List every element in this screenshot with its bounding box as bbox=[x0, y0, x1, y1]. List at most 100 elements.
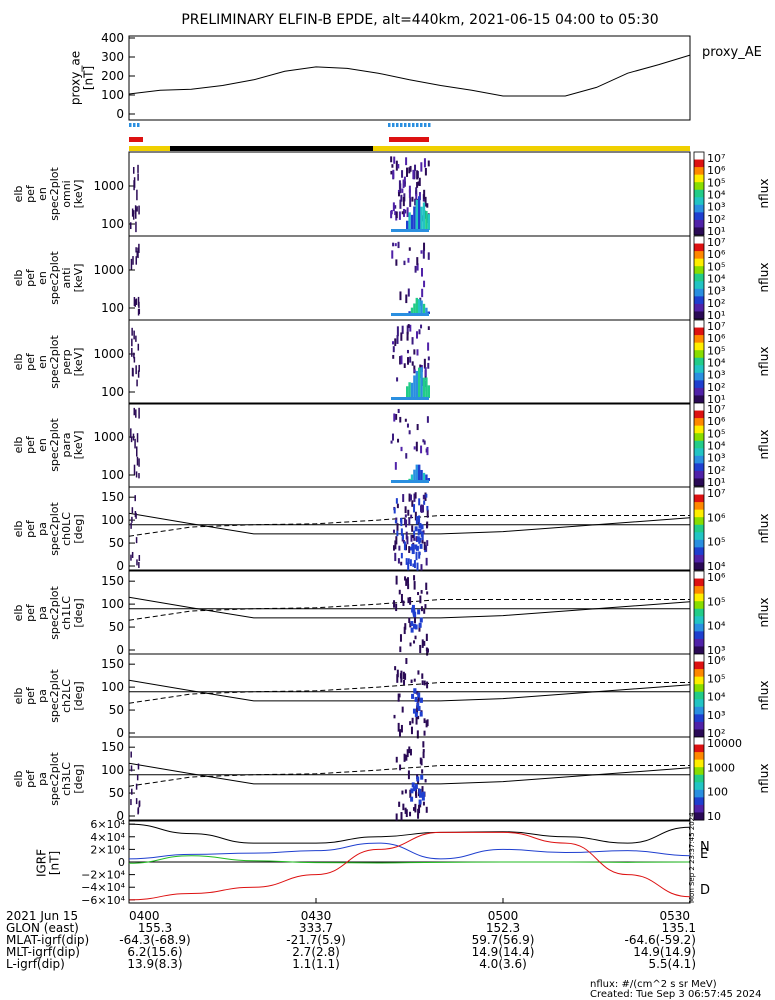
pitch-angle-pixel bbox=[395, 813, 398, 821]
colorbar-segment bbox=[694, 608, 704, 617]
colorbar-segment bbox=[694, 684, 704, 693]
colorbar-tick-label: 10⁶ bbox=[707, 415, 726, 428]
pitch-angle-pixel bbox=[412, 623, 416, 629]
energy-panel-ylabel-line: para bbox=[60, 433, 73, 458]
colorbar-tick-label: 10² bbox=[707, 297, 725, 310]
spectrogram-pixel bbox=[423, 189, 426, 199]
pitch-angle-pixel bbox=[416, 702, 420, 708]
pitch-angle-pixel bbox=[421, 786, 424, 795]
energy-panel-ylabel-line: [keV] bbox=[72, 348, 85, 377]
spectrogram-pixel bbox=[135, 208, 137, 219]
pitch-angle-ylabel-line: pef bbox=[24, 769, 37, 788]
spectrogram-pixel bbox=[136, 446, 138, 457]
colorbar-segment bbox=[694, 311, 704, 320]
pitch-angle-pixel bbox=[420, 531, 424, 537]
pitch-angle-pixel bbox=[414, 784, 418, 790]
colorbar-label: nflux bbox=[757, 514, 771, 544]
pitch-angle-pixel bbox=[411, 544, 415, 550]
pitch-angle-pixel bbox=[420, 606, 423, 612]
spectrogram-pixel bbox=[424, 167, 427, 176]
pitch-angle-ytick-label: 150 bbox=[101, 574, 124, 588]
pitch-angle-pixel bbox=[417, 609, 421, 615]
colorbar-segment bbox=[694, 578, 704, 587]
colorbar-segment bbox=[694, 281, 704, 290]
pitch-angle-pixel bbox=[420, 590, 423, 594]
colorbar-segment bbox=[694, 159, 704, 168]
colorbar-tick-label: 10⁴ bbox=[707, 691, 726, 704]
pitch-angle-ytick-label: 150 bbox=[101, 657, 124, 671]
spectrogram-pixel bbox=[132, 210, 135, 220]
spectrogram-pixel bbox=[138, 243, 140, 253]
spectrogram-pixel bbox=[135, 221, 137, 233]
pitch-angle-pixel bbox=[403, 679, 406, 686]
colorbar-segment bbox=[694, 365, 704, 374]
pitch-angle-pixel bbox=[426, 591, 429, 595]
pitch-angle-pixel bbox=[135, 537, 138, 544]
pitch-angle-pixel bbox=[415, 716, 418, 725]
pitch-angle-pixel bbox=[135, 798, 138, 805]
colorbar-frame bbox=[693, 235, 705, 320]
spectrogram-pixel bbox=[413, 349, 416, 355]
colorbar-tick-label: 10² bbox=[707, 727, 725, 740]
pitch-angle-pixel bbox=[414, 635, 417, 640]
energy-spectrogram-frame bbox=[128, 402, 691, 488]
pitch-angle-ylabel-line: pef bbox=[24, 686, 37, 705]
science-zone-tick bbox=[129, 123, 132, 127]
spectrogram-pixel bbox=[407, 257, 410, 263]
pitch-angle-pixel bbox=[421, 769, 424, 774]
spectrogram-pixel bbox=[406, 349, 409, 354]
pitch-angle-ytick-label: 50 bbox=[109, 703, 124, 717]
proxy-ae-ytick-label: 200 bbox=[101, 69, 124, 83]
spectrogram-pixel bbox=[410, 382, 414, 398]
proxy-ae-ylabel-line: proxy_ae bbox=[69, 51, 83, 105]
spectrogram-pixel bbox=[391, 250, 394, 259]
spectrogram-pixel bbox=[131, 327, 133, 336]
pitch-angle-pixel bbox=[405, 658, 408, 664]
footer-time-label: 0500 bbox=[488, 909, 519, 923]
pitch-angle-pixel bbox=[409, 721, 412, 726]
pitch-angle-pixel bbox=[421, 540, 424, 544]
spectrogram-pixel bbox=[424, 196, 427, 207]
spectrogram-pixel bbox=[394, 243, 397, 247]
pitch-angle-pixel bbox=[413, 612, 417, 618]
colorbar-tick-label: 10⁶ bbox=[707, 164, 726, 177]
spectrogram-pixel bbox=[418, 329, 421, 335]
spectrogram-pixel bbox=[411, 337, 414, 345]
pitch-angle-pixel bbox=[419, 757, 422, 764]
pitch-angle-pixel bbox=[408, 546, 411, 553]
igrf-component-label: N bbox=[700, 840, 710, 855]
science-zone-tick bbox=[396, 123, 399, 127]
colorbar-label: nflux bbox=[757, 681, 771, 711]
pitch-angle-pixel bbox=[131, 507, 134, 514]
colorbar-segment bbox=[694, 174, 704, 183]
pitch-angle-pixel bbox=[412, 807, 415, 811]
colorbar-segment bbox=[694, 296, 704, 305]
pitch-angle-pixel bbox=[420, 564, 423, 571]
footer-value: -64.3(-68.9) bbox=[119, 933, 190, 947]
pitch-angle-pixel bbox=[421, 795, 425, 801]
colorbar-tick-label: 10¹ bbox=[707, 476, 725, 489]
pitch-angle-pixel bbox=[398, 693, 401, 698]
pitch-angle-pixel bbox=[425, 493, 428, 498]
spectrogram-pixel bbox=[425, 210, 428, 230]
colorbar-segment bbox=[694, 721, 704, 730]
spectrogram-pixel bbox=[427, 311, 430, 314]
solid-loss-cone-line bbox=[128, 512, 691, 535]
pitch-angle-ytick-label: 150 bbox=[101, 740, 124, 754]
spectrogram-pixel bbox=[423, 358, 426, 369]
energy-panel-ylabel-line: spec2plot bbox=[48, 335, 61, 389]
pitch-angle-pixel bbox=[403, 541, 406, 551]
pitch-angle-ylabel-line: elb bbox=[12, 688, 25, 705]
colorbar-tick-label: 10¹ bbox=[707, 393, 725, 406]
colorbar-segment bbox=[694, 593, 704, 602]
pitch-angle-pixel bbox=[394, 540, 397, 550]
colorbar-segment bbox=[694, 744, 704, 753]
colorbar-segment bbox=[694, 182, 704, 191]
energy-ytick-label: 100 bbox=[101, 468, 124, 482]
pitch-angle-ylabel-line: spec2plot bbox=[48, 586, 61, 640]
pitch-angle-pixel bbox=[400, 677, 403, 683]
pitch-angle-pixel bbox=[401, 790, 404, 795]
spectrogram-pixel bbox=[399, 356, 402, 365]
pitch-angle-pixel bbox=[405, 531, 408, 540]
spectrogram-pixel bbox=[137, 164, 139, 173]
